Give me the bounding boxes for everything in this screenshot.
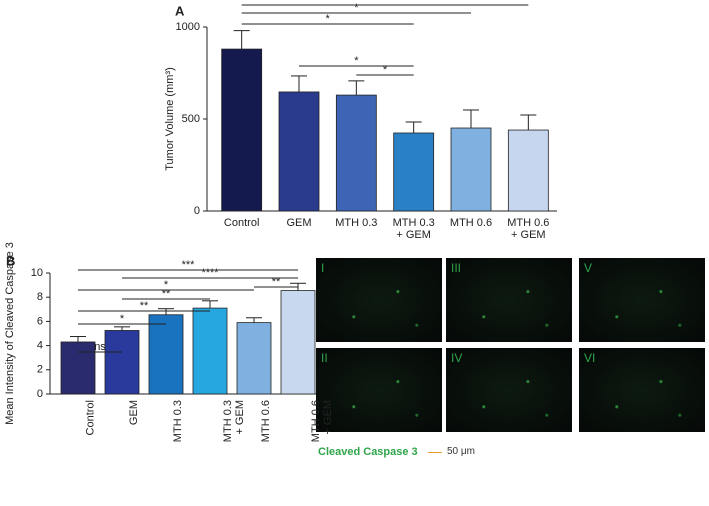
panel-label: A [175, 3, 185, 18]
x-tick-label: MTH 0.6 + GEM [310, 400, 334, 443]
y-tick-label: 4 [37, 340, 43, 352]
micrograph: V [579, 258, 705, 342]
x-tick-label: MTH 0.3 [172, 400, 184, 443]
y-axis-label: Mean Intensity of Cleaved Caspase 3 [4, 242, 16, 425]
bar [148, 314, 184, 395]
x-tick-label: Control [84, 400, 96, 436]
y-tick-label: 10 [31, 267, 43, 279]
bar [507, 129, 549, 212]
bar [221, 48, 263, 212]
significance-label: * [383, 64, 388, 76]
bar [278, 91, 320, 212]
panel-label: IV [451, 351, 463, 365]
significance-label: * [383, 0, 388, 6]
scale-bar-label: 50 μm [447, 446, 475, 457]
bar [104, 330, 140, 395]
micrograph: VI [579, 348, 705, 432]
bar [393, 132, 435, 212]
significance-label: *** [182, 259, 196, 271]
y-tick-label: 0 [37, 388, 43, 400]
stain-label: Cleaved Caspase 3 [318, 446, 418, 458]
x-tick-label: MTH 0.3 [335, 217, 378, 229]
bar [60, 341, 96, 395]
significance-label: ** [140, 300, 149, 312]
panel-label: VI [584, 351, 596, 365]
bar [450, 127, 492, 212]
x-tick-label: MTH 0.3 + GEM [222, 400, 246, 443]
panel-label: B [6, 253, 15, 268]
y-tick-label: 6 [37, 315, 43, 327]
panel-label: II [321, 351, 328, 365]
panel-label: III [451, 261, 462, 275]
micrograph: I [316, 258, 442, 342]
y-axis-label: Tumor Volume (mm³) [164, 67, 176, 171]
panel-label: I [321, 261, 325, 275]
bar [236, 322, 272, 395]
bar [192, 307, 228, 395]
y-tick-label: 0 [194, 205, 200, 217]
significance-label: ns [94, 341, 106, 353]
bar [280, 290, 316, 395]
significance-label: ** [162, 288, 171, 300]
x-tick-label: MTH 0.6 + GEM [507, 217, 550, 241]
x-tick-label: MTH 0.6 [260, 400, 272, 443]
micrograph: III [446, 258, 572, 342]
x-tick-label: GEM [128, 400, 140, 426]
significance-label: * [164, 279, 169, 291]
panel-label: V [584, 261, 593, 275]
x-tick-label: Control [223, 217, 260, 229]
significance-label: * [354, 55, 359, 67]
significance-label: * [326, 13, 331, 25]
y-tick-label: 500 [182, 113, 200, 125]
significance-label: * [120, 313, 125, 325]
y-tick-label: 8 [37, 291, 43, 303]
x-tick-label: GEM [286, 217, 312, 229]
bar [335, 94, 377, 212]
x-tick-label: MTH 0.3 + GEM [392, 217, 435, 241]
scale-bar [428, 452, 442, 453]
significance-label: * [354, 2, 359, 14]
micrograph: II [316, 348, 442, 432]
significance-label: ** [272, 276, 281, 288]
micrograph: IV [446, 348, 572, 432]
x-tick-label: MTH 0.6 [449, 217, 493, 229]
y-tick-label: 1000 [176, 21, 200, 33]
significance-label: **** [201, 267, 219, 279]
y-tick-label: 2 [37, 364, 43, 376]
